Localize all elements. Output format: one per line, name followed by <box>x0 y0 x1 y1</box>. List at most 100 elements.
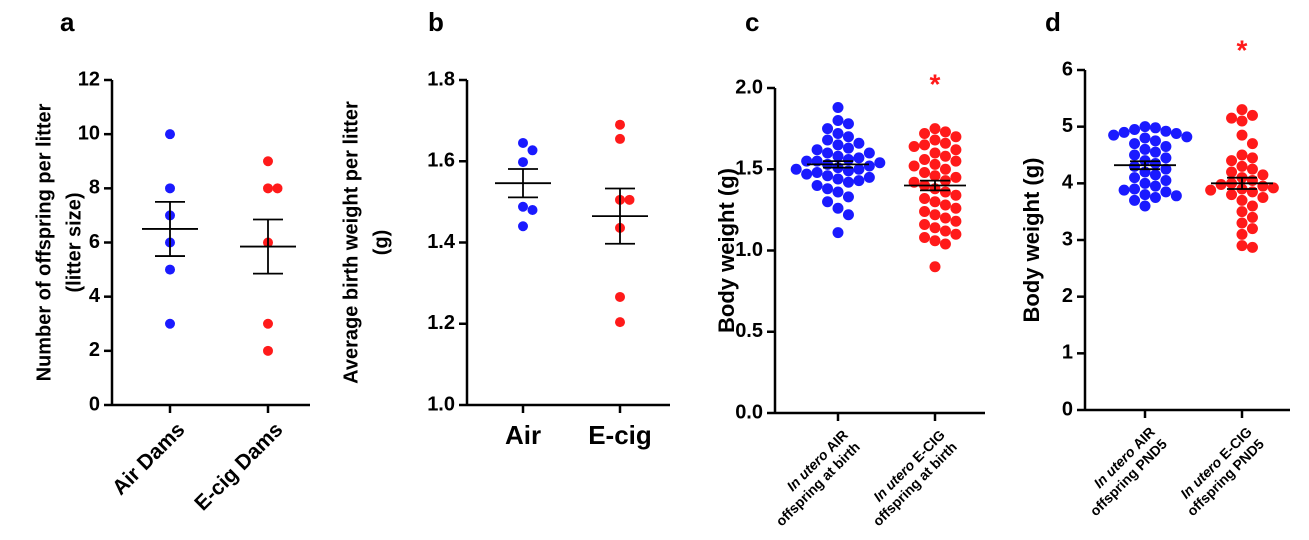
data-point <box>1236 194 1248 206</box>
data-point <box>853 137 865 149</box>
data-point <box>1139 132 1151 144</box>
data-point <box>842 142 854 154</box>
data-point <box>1246 152 1258 164</box>
data-point <box>165 264 175 275</box>
y-tick-label: 2 <box>89 339 100 361</box>
data-point <box>811 180 823 191</box>
data-point <box>1129 124 1141 135</box>
data-point <box>1226 189 1238 201</box>
data-point <box>518 221 528 232</box>
data-point <box>1226 166 1238 178</box>
data-point <box>527 205 538 215</box>
y-tick-label: 4 <box>1062 172 1074 194</box>
data-point <box>919 154 931 165</box>
data-point <box>950 171 962 183</box>
error-bar <box>155 200 185 257</box>
x-tick-label: E-cig <box>588 420 652 450</box>
data-point <box>1246 163 1258 175</box>
data-point <box>939 126 951 138</box>
data-point <box>863 160 875 172</box>
data-point <box>822 147 834 159</box>
data-point <box>1246 109 1258 121</box>
data-point <box>950 131 962 143</box>
data-point <box>919 232 931 243</box>
significance-marker: * <box>930 68 941 99</box>
y-tick-label: 1 <box>1062 342 1073 364</box>
y-tick-label: 0.5 <box>735 320 763 342</box>
data-point <box>1129 183 1141 195</box>
data-point <box>950 189 962 201</box>
data-point <box>1129 138 1141 150</box>
data-point <box>801 168 813 180</box>
y-tick-label: 3 <box>1062 228 1073 250</box>
y-tick-label: 12 <box>78 68 100 90</box>
panel-label: b <box>428 7 444 37</box>
data-point <box>832 173 844 185</box>
y-tick-label: 10 <box>78 122 100 144</box>
data-point <box>790 163 802 175</box>
data-point <box>811 167 823 178</box>
data-point <box>1226 155 1238 167</box>
y-tick-label: 2 <box>1062 285 1073 307</box>
data-point <box>1236 129 1248 141</box>
data-point <box>1170 190 1182 202</box>
data-point <box>1129 160 1141 172</box>
data-point <box>1160 175 1172 186</box>
panel-label: a <box>60 7 75 37</box>
data-point <box>929 170 941 182</box>
data-point <box>1149 169 1161 181</box>
y-axis-label: Average birth weight per litter <box>340 101 362 384</box>
data-point <box>950 202 962 214</box>
data-point <box>165 129 175 140</box>
data-point <box>1246 186 1258 198</box>
x-tick-label: Air <box>505 420 541 450</box>
data-point <box>939 212 951 224</box>
data-point <box>832 128 844 139</box>
data-point <box>822 134 834 146</box>
data-point <box>832 115 844 126</box>
y-tick-label: 1.0 <box>427 393 455 415</box>
y-tick-label: 5 <box>1062 115 1073 137</box>
data-point <box>1149 146 1161 158</box>
data-point <box>165 318 175 329</box>
data-point <box>863 147 875 159</box>
data-point <box>919 128 931 139</box>
data-point <box>832 202 844 214</box>
data-point <box>1139 121 1151 133</box>
data-point <box>832 139 844 151</box>
data-point <box>615 119 625 130</box>
data-point <box>939 238 951 250</box>
x-tick-label: In uteroE-CIGoffspring PND5 <box>1171 423 1267 519</box>
data-point <box>1257 192 1269 203</box>
data-point <box>1246 211 1258 223</box>
data-point <box>1160 163 1172 175</box>
data-point <box>853 152 865 164</box>
data-point <box>939 225 951 237</box>
data-point <box>1149 158 1161 169</box>
data-point <box>1129 194 1141 206</box>
data-point <box>1139 177 1151 189</box>
y-tick-label: 6 <box>1062 58 1073 80</box>
panel-label: d <box>1045 7 1061 37</box>
data-point <box>624 194 635 205</box>
y-tick-label: 2.0 <box>735 76 763 98</box>
error-bar <box>253 218 283 275</box>
data-point <box>1246 223 1258 235</box>
data-point <box>919 167 931 178</box>
data-point <box>939 137 951 149</box>
data-point <box>1129 149 1141 161</box>
data-point <box>1236 228 1248 240</box>
error-bar <box>1130 160 1160 171</box>
data-point <box>1236 160 1248 172</box>
data-point <box>939 186 951 198</box>
data-point <box>615 133 625 144</box>
data-point <box>853 175 865 187</box>
error-bar <box>508 168 538 199</box>
data-point <box>527 145 538 156</box>
y-tick-label: 4 <box>89 285 101 307</box>
data-point <box>832 102 844 113</box>
data-point <box>1246 200 1258 212</box>
y-tick-label: 1.2 <box>427 312 455 334</box>
